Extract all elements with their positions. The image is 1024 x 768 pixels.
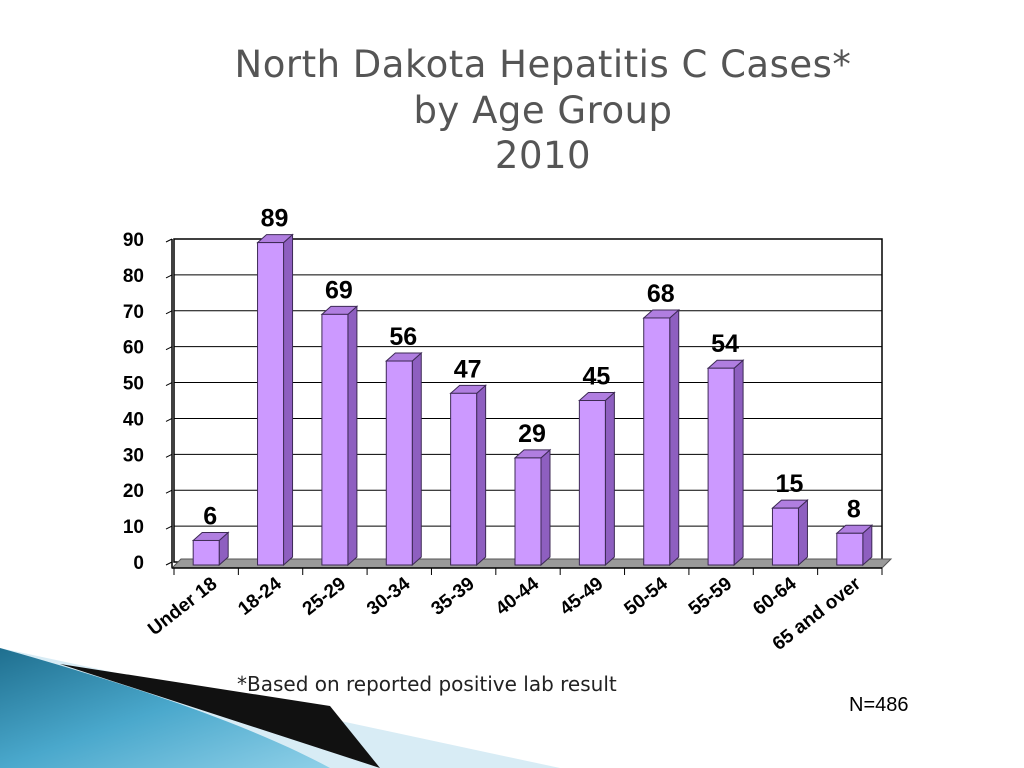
y-tick bbox=[165, 310, 173, 315]
y-tick bbox=[165, 238, 173, 243]
swoosh-blue bbox=[0, 648, 330, 768]
bar bbox=[836, 532, 864, 566]
n-count: N=486 bbox=[849, 694, 909, 716]
chart-title: North Dakota Hepatitis C Cases* by Age G… bbox=[0, 42, 1024, 179]
bar bbox=[385, 360, 413, 566]
y-tick-label: 70 bbox=[123, 302, 144, 323]
y-tick bbox=[165, 561, 173, 566]
bar bbox=[643, 317, 671, 566]
data-label: 69 bbox=[325, 276, 353, 304]
data-label: 8 bbox=[847, 495, 861, 523]
y-tick-label: 90 bbox=[123, 230, 144, 251]
bar bbox=[257, 242, 285, 566]
title-line-1: North Dakota Hepatitis C Cases* bbox=[234, 43, 852, 86]
y-tick-label: 30 bbox=[123, 445, 144, 466]
bar bbox=[578, 400, 606, 566]
y-tick bbox=[165, 346, 173, 351]
y-tick bbox=[165, 417, 173, 422]
y-tick bbox=[165, 382, 173, 387]
data-label: 45 bbox=[582, 363, 610, 391]
bar bbox=[771, 507, 799, 566]
title-line-2: by Age Group bbox=[413, 88, 673, 132]
data-label: 54 bbox=[711, 330, 739, 358]
data-label: 68 bbox=[647, 280, 675, 308]
data-label: 6 bbox=[203, 502, 217, 530]
bar bbox=[707, 367, 735, 566]
bar bbox=[450, 392, 478, 566]
y-tick bbox=[165, 525, 173, 530]
y-tick-label: 40 bbox=[123, 409, 144, 430]
data-label: 47 bbox=[454, 355, 482, 383]
data-label: 29 bbox=[518, 420, 546, 448]
title-line-3: 2010 bbox=[494, 134, 592, 177]
y-tick bbox=[165, 489, 173, 494]
swoosh-black bbox=[60, 664, 380, 768]
y-tick bbox=[165, 274, 173, 279]
y-tick-label: 80 bbox=[123, 266, 144, 287]
data-label: 15 bbox=[776, 470, 804, 498]
y-tick-label: 10 bbox=[123, 517, 144, 538]
bar bbox=[192, 539, 220, 566]
y-tick-label: 60 bbox=[123, 338, 144, 359]
data-label: 89 bbox=[261, 205, 289, 233]
y-tick-label: 0 bbox=[133, 553, 144, 574]
footnote: *Based on reported positive lab result bbox=[237, 672, 617, 696]
bar bbox=[321, 313, 349, 566]
bar bbox=[514, 457, 542, 566]
y-tick bbox=[165, 453, 173, 458]
y-tick-label: 50 bbox=[123, 374, 144, 395]
data-label: 56 bbox=[389, 323, 417, 351]
y-tick-label: 20 bbox=[123, 481, 144, 502]
